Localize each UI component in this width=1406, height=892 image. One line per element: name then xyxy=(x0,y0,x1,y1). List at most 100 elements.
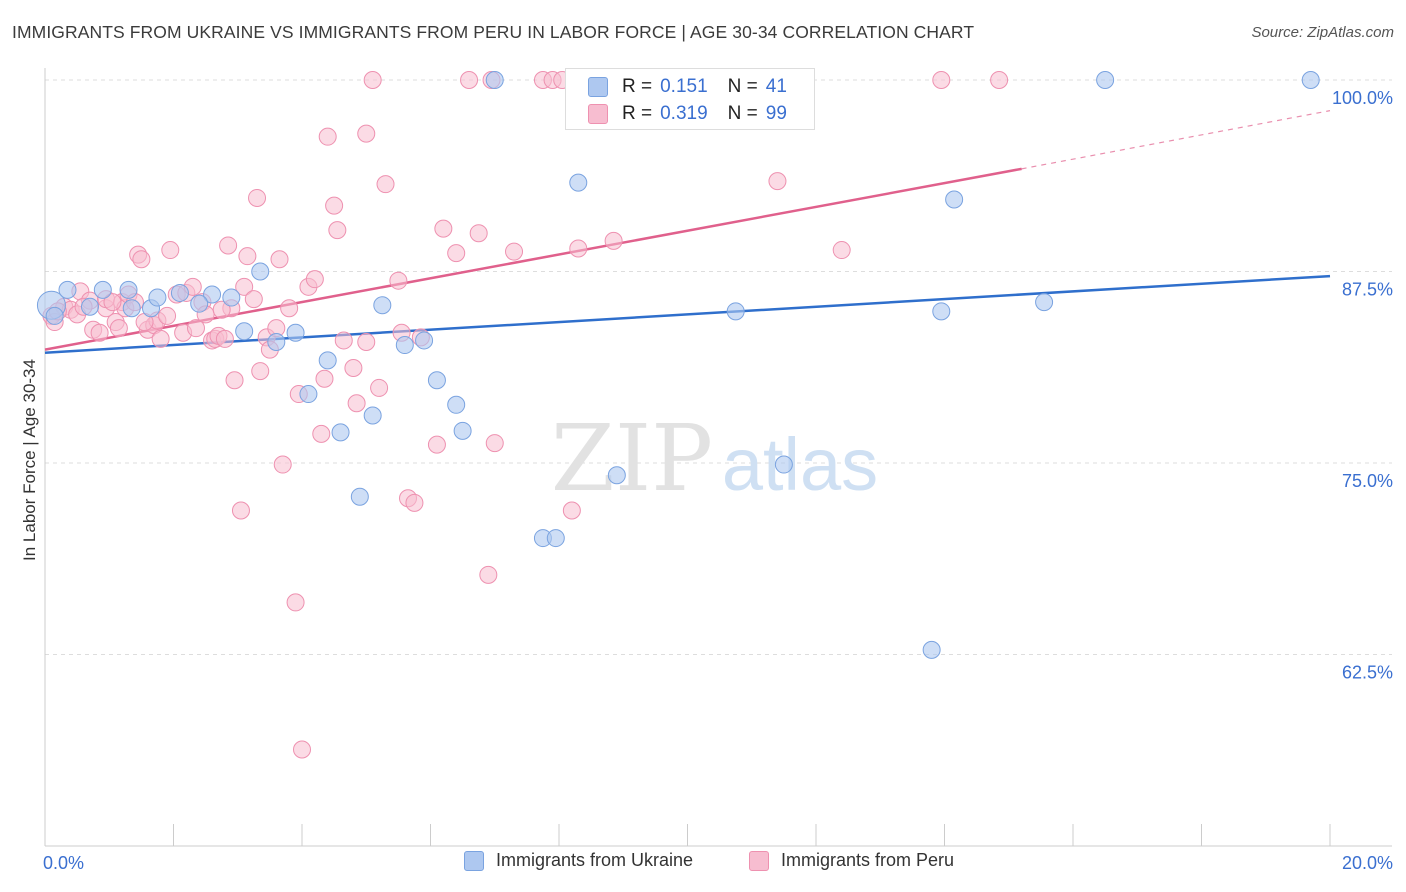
peru-point xyxy=(248,188,267,207)
ukraine-swatch xyxy=(588,77,608,97)
x-tick-label: 0.0% xyxy=(43,853,84,873)
ukraine-point xyxy=(331,423,350,442)
peru-point xyxy=(186,319,205,338)
y-tick-label: 100.0% xyxy=(1332,88,1393,108)
ukraine-point xyxy=(222,288,241,307)
legend-item-ukraine[interactable]: Immigrants from Ukraine xyxy=(464,850,693,871)
peru-point xyxy=(293,740,311,759)
ukraine-point xyxy=(148,288,167,307)
peru-point xyxy=(235,277,254,296)
peru-point xyxy=(370,378,389,397)
ukraine-point xyxy=(1096,71,1115,89)
ukraine-r-label: R = xyxy=(622,76,653,97)
ukraine-point xyxy=(45,306,64,325)
peru-trend-extension xyxy=(1021,110,1331,170)
peru-point xyxy=(334,331,353,350)
peru-point xyxy=(103,293,122,312)
y-tick-label: 87.5% xyxy=(1342,280,1393,300)
peru-point xyxy=(357,124,376,143)
chart-title: IMMIGRANTS FROM UKRAINE VS IMMIGRANTS FR… xyxy=(12,22,975,42)
y-axis-label: In Labor Force | Age 30-34 xyxy=(20,359,39,561)
peru-point xyxy=(562,501,581,520)
peru-point xyxy=(315,369,334,388)
ukraine-point xyxy=(922,640,941,659)
y-tick-label: 62.5% xyxy=(1342,663,1393,683)
peru-points xyxy=(42,71,1009,759)
peru-point xyxy=(225,371,244,390)
peru-point xyxy=(312,424,331,443)
ukraine-point xyxy=(395,336,414,355)
peru-point xyxy=(344,359,363,378)
peru-point xyxy=(325,196,344,215)
peru-point xyxy=(427,435,446,454)
peru-point xyxy=(251,362,270,381)
peru-point xyxy=(219,236,238,255)
peru-point xyxy=(270,250,289,269)
axes xyxy=(44,68,1392,847)
peru-point xyxy=(505,242,524,261)
source-credit: Source: ZipAtlas.com xyxy=(1251,24,1394,41)
stats-row-ukraine: R = 0.151 N = 41 xyxy=(588,74,787,100)
peru-n-label: N = xyxy=(727,103,758,124)
ukraine-point xyxy=(373,296,392,315)
ukraine-point xyxy=(607,466,626,485)
peru-point xyxy=(485,434,504,453)
ukraine-point xyxy=(447,395,466,414)
ukraine-point xyxy=(93,280,112,299)
peru-point xyxy=(90,323,109,342)
peru-point xyxy=(357,332,376,351)
peru-r-label: R = xyxy=(622,103,653,124)
ukraine-n-label: N = xyxy=(727,76,758,97)
peru-point xyxy=(569,239,588,258)
legend-ukraine-swatch xyxy=(464,850,484,871)
ukraine-point xyxy=(363,406,382,425)
ukraine-point xyxy=(415,331,434,350)
ukraine-point xyxy=(251,262,270,281)
peru-point xyxy=(460,71,479,89)
legend-peru-label: Immigrants from Peru xyxy=(781,850,955,870)
watermark-atlas: atlas xyxy=(722,423,878,506)
grid-lines xyxy=(45,79,1392,655)
stats-legend: R = 0.151 N = 41 R = 0.319 N = 99 xyxy=(565,68,815,130)
peru-point xyxy=(376,175,395,194)
watermark: ZIP atlas xyxy=(551,405,878,512)
ukraine-point xyxy=(170,283,189,302)
peru-point xyxy=(434,219,453,238)
ukraine-point xyxy=(286,323,305,342)
ukraine-point xyxy=(932,302,951,321)
peru-point xyxy=(244,290,263,309)
y-tick-label: 75.0% xyxy=(1342,471,1393,491)
legend-peru-swatch xyxy=(749,850,769,871)
peru-point xyxy=(768,172,787,191)
stats-row-peru: R = 0.319 N = 99 xyxy=(588,101,787,127)
peru-point xyxy=(990,71,1009,89)
ukraine-point xyxy=(80,297,99,316)
peru-swatch xyxy=(588,104,608,124)
peru-point xyxy=(318,127,337,146)
peru-point xyxy=(151,329,170,348)
legend-ukraine-label: Immigrants from Ukraine xyxy=(496,850,694,870)
ukraine-point xyxy=(546,529,565,548)
peru-point xyxy=(161,241,180,260)
ukraine-point xyxy=(726,302,745,321)
peru-point xyxy=(469,224,488,243)
ukraine-n-value: 41 xyxy=(765,76,787,97)
peru-point xyxy=(363,71,382,89)
peru-r-value: 0.319 xyxy=(660,103,708,124)
ukraine-points xyxy=(36,71,1320,659)
ukraine-point xyxy=(58,280,77,299)
ukraine-point xyxy=(235,322,254,341)
legend-item-peru[interactable]: Immigrants from Peru xyxy=(749,850,954,871)
peru-point xyxy=(280,299,299,318)
trend-lines xyxy=(44,110,1331,354)
watermark-zip: ZIP xyxy=(551,405,713,512)
ukraine-point xyxy=(1035,293,1054,312)
ukraine-point xyxy=(350,487,369,506)
peru-point xyxy=(109,319,128,338)
peru-point xyxy=(479,565,498,584)
peru-point xyxy=(932,71,951,89)
ukraine-point xyxy=(299,385,318,404)
x-tick-label: 20.0% xyxy=(1342,853,1393,873)
peru-point xyxy=(158,306,177,325)
ukraine-point xyxy=(119,280,138,299)
